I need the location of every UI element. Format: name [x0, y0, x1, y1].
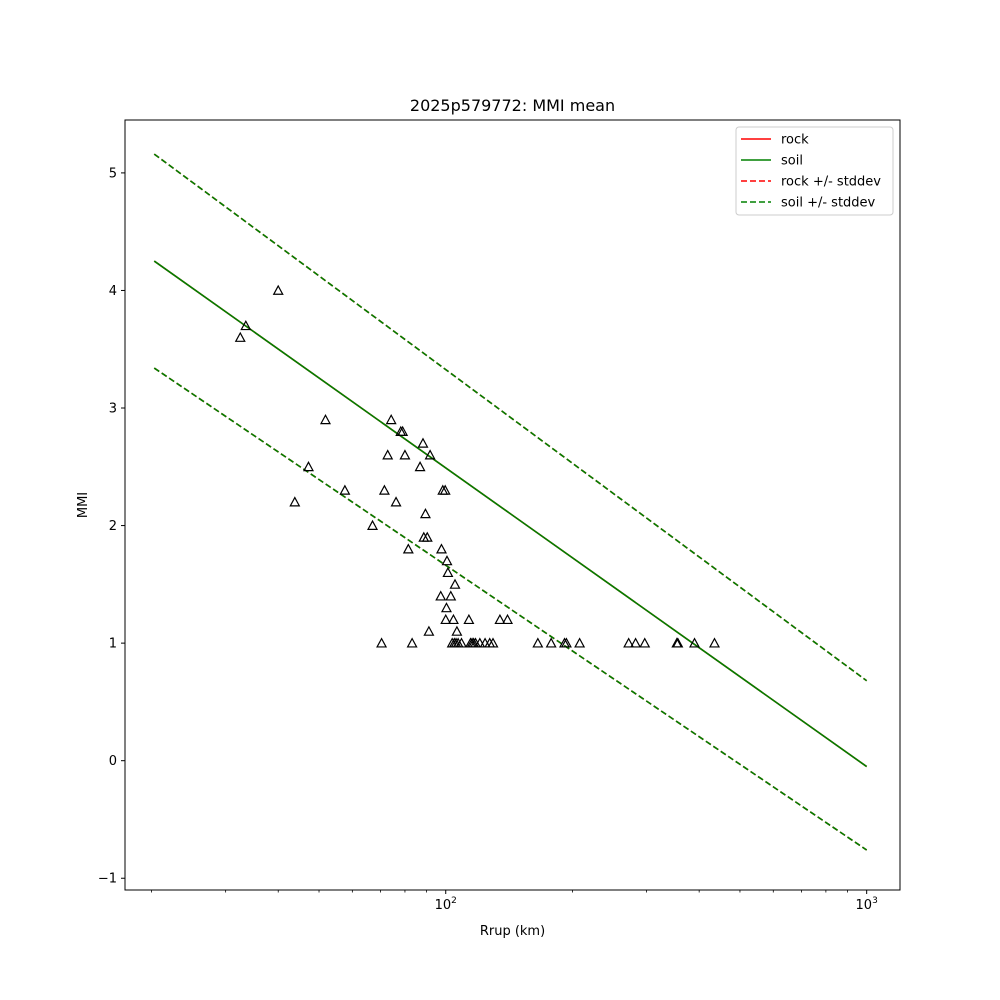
- observation-point: [532, 637, 544, 648]
- observation-point: [487, 637, 499, 648]
- observation-point: [672, 637, 684, 648]
- observation-point: [455, 637, 467, 648]
- observation-point: [376, 637, 388, 648]
- observation-point: [708, 637, 721, 648]
- observation-point: [439, 484, 451, 495]
- observation-point: [414, 461, 426, 472]
- observation-point: [463, 613, 475, 625]
- observation-point: [421, 531, 433, 542]
- observation-point: [417, 437, 429, 448]
- observation-point: [474, 637, 486, 648]
- observation-point: [574, 637, 586, 648]
- legend-label: rock: [781, 133, 809, 148]
- plot-frame: [124, 119, 901, 891]
- observation-point: [449, 578, 461, 589]
- observation-point: [234, 331, 246, 342]
- observation-point: [289, 496, 301, 507]
- observation-point: [424, 449, 436, 460]
- x-tick-label: 103: [856, 896, 878, 913]
- observation-point: [382, 449, 394, 460]
- observation-point: [630, 637, 642, 648]
- series-line-lower-soil-stddev: [153, 367, 868, 851]
- legend-label: soil: [781, 154, 803, 169]
- observation-point: [440, 602, 452, 613]
- observation-point: [402, 543, 414, 554]
- observation-point: [441, 555, 453, 566]
- observation-point: [445, 590, 457, 601]
- observation-point: [302, 461, 314, 472]
- observation-point: [440, 613, 452, 625]
- y-tick-label: 5: [109, 166, 117, 181]
- legend: rock soil rock +/- stddev soil +/- stddev: [735, 126, 894, 216]
- y-tick-label: 2: [109, 519, 117, 534]
- observation-point: [319, 414, 331, 425]
- x-axis-title: Rrup (km): [480, 924, 545, 939]
- observation-point: [406, 637, 418, 648]
- observation-point: [494, 613, 506, 625]
- observation-point: [560, 637, 572, 648]
- chart-title: 2025p579772: MMI mean: [410, 96, 615, 115]
- observation-point: [378, 484, 390, 495]
- observation-point: [501, 613, 514, 625]
- observation-point: [689, 637, 701, 648]
- plot-area: −1 0 1 2 3 4 5 102 103: [98, 119, 901, 913]
- observation-point: [385, 414, 397, 425]
- observation-point: [419, 508, 431, 519]
- observation-point: [545, 637, 557, 648]
- legend-label: soil +/- stddev: [781, 196, 876, 211]
- x-tick-label: 102: [435, 896, 457, 913]
- y-tick-label: 3: [109, 402, 117, 417]
- series-line-soil-stddev: [153, 153, 868, 682]
- y-axis-title: MMI: [76, 492, 91, 518]
- observation-point: [390, 496, 402, 507]
- y-tick-label: 0: [109, 754, 117, 769]
- y-tick-label: 1: [109, 637, 117, 652]
- series-line-soil: [153, 260, 868, 768]
- observation-point: [240, 319, 252, 331]
- observation-point: [399, 449, 411, 460]
- observation-point: [442, 566, 454, 578]
- legend-label: rock +/- stddev: [781, 175, 881, 190]
- y-tick-label: −1: [98, 872, 117, 887]
- observation-point: [367, 519, 379, 530]
- observation-point: [339, 484, 351, 495]
- observation-point: [435, 590, 447, 601]
- observation-point: [623, 637, 635, 648]
- observation-point: [397, 425, 409, 436]
- observation-point: [272, 284, 284, 295]
- legend-frame: [735, 126, 894, 216]
- observation-point: [423, 625, 435, 636]
- y-tick-label: 4: [109, 284, 117, 299]
- observation-point: [639, 637, 651, 648]
- observation-point: [435, 543, 447, 554]
- observation-point: [451, 625, 463, 636]
- observation-point: [447, 613, 459, 625]
